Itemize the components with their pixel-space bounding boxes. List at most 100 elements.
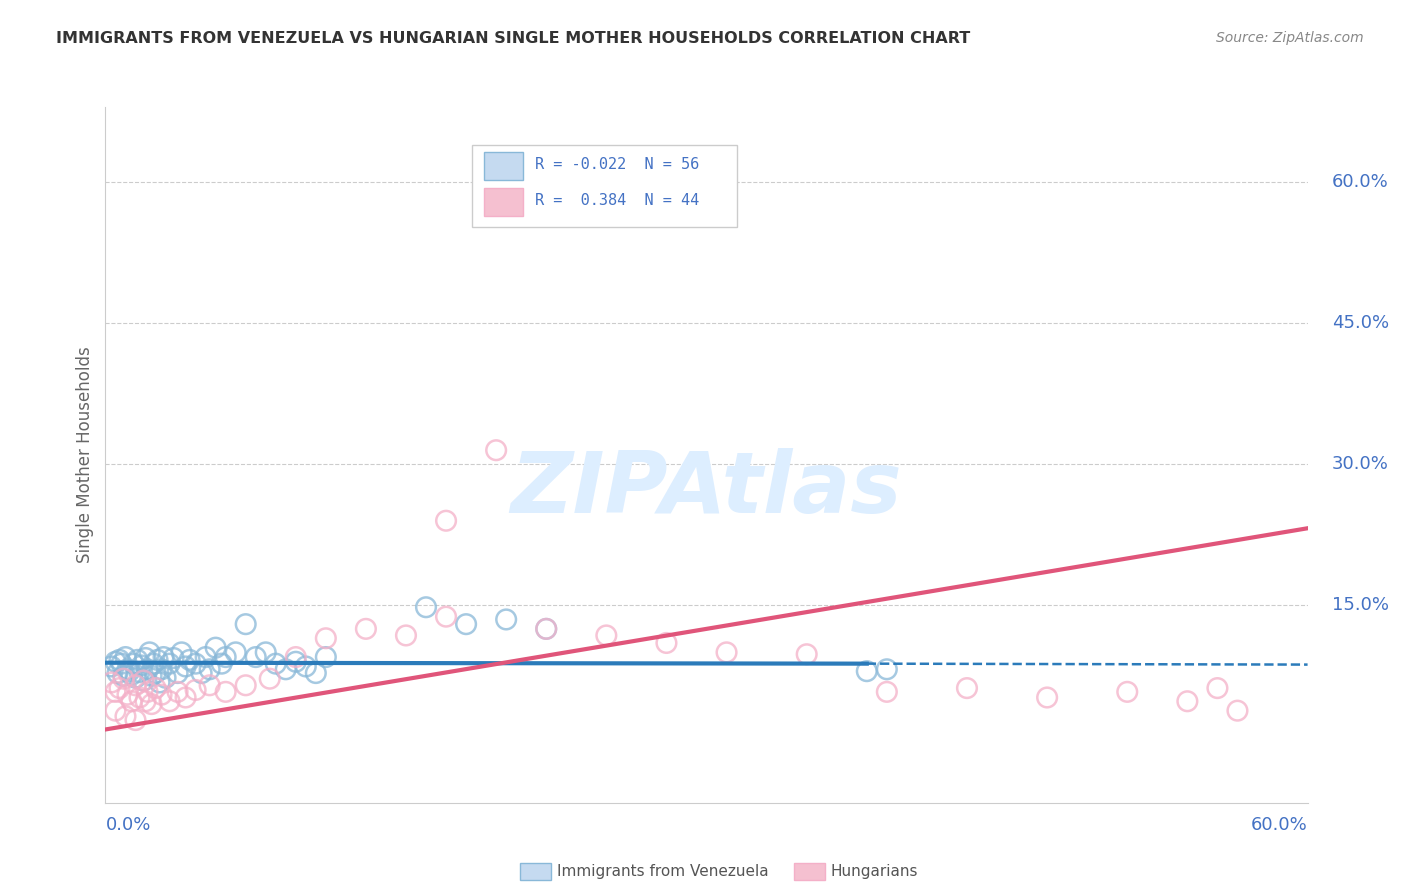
- Point: [145, 666, 167, 681]
- FancyBboxPatch shape: [484, 188, 523, 216]
- Point: [855, 664, 877, 678]
- Point: [485, 443, 508, 458]
- Point: [194, 650, 217, 665]
- Point: [112, 669, 135, 683]
- Point: [225, 645, 247, 659]
- Point: [354, 622, 377, 636]
- Point: [305, 666, 328, 681]
- Point: [159, 657, 181, 671]
- Point: [117, 662, 139, 676]
- Point: [128, 690, 150, 705]
- Text: Source: ZipAtlas.com: Source: ZipAtlas.com: [1216, 31, 1364, 45]
- Point: [211, 657, 233, 671]
- Point: [184, 683, 207, 698]
- Point: [956, 681, 979, 695]
- Point: [214, 650, 236, 665]
- Text: ZIPAtlas: ZIPAtlas: [510, 448, 903, 532]
- Point: [159, 694, 181, 708]
- Point: [117, 688, 139, 702]
- Point: [104, 655, 127, 669]
- Point: [124, 713, 146, 727]
- Point: [135, 651, 157, 665]
- Point: [534, 622, 557, 636]
- Point: [141, 697, 163, 711]
- Y-axis label: Single Mother Households: Single Mother Households: [76, 347, 94, 563]
- Point: [166, 666, 188, 681]
- FancyBboxPatch shape: [484, 153, 523, 180]
- Point: [1226, 704, 1249, 718]
- Point: [259, 672, 281, 686]
- Point: [114, 709, 136, 723]
- Point: [395, 628, 418, 642]
- Point: [146, 653, 169, 667]
- Point: [108, 653, 131, 667]
- Point: [136, 685, 159, 699]
- Point: [110, 657, 132, 671]
- Text: 45.0%: 45.0%: [1331, 314, 1389, 333]
- Point: [132, 673, 155, 688]
- FancyBboxPatch shape: [472, 145, 737, 227]
- Point: [1177, 694, 1199, 708]
- Point: [284, 650, 307, 665]
- Point: [162, 651, 184, 665]
- Point: [107, 666, 129, 681]
- Point: [876, 685, 898, 699]
- Point: [145, 681, 167, 695]
- Point: [198, 662, 221, 676]
- Point: [198, 678, 221, 692]
- Point: [148, 675, 170, 690]
- Text: R =  0.384  N = 44: R = 0.384 N = 44: [534, 194, 699, 209]
- Text: 15.0%: 15.0%: [1331, 597, 1389, 615]
- Point: [152, 650, 174, 665]
- Point: [141, 669, 163, 683]
- Point: [122, 657, 145, 671]
- Point: [114, 650, 136, 665]
- Point: [190, 666, 212, 681]
- Point: [1036, 690, 1059, 705]
- Point: [170, 645, 193, 659]
- Point: [595, 628, 617, 642]
- Point: [1206, 681, 1229, 695]
- Point: [655, 636, 678, 650]
- Point: [204, 640, 226, 655]
- Point: [284, 655, 307, 669]
- Point: [245, 650, 267, 665]
- Point: [127, 653, 149, 667]
- Point: [118, 664, 141, 678]
- Point: [136, 662, 159, 676]
- Point: [128, 665, 150, 679]
- Text: Immigrants from Venezuela: Immigrants from Venezuela: [557, 864, 769, 879]
- Point: [495, 612, 517, 626]
- Point: [179, 653, 201, 667]
- Point: [150, 662, 173, 676]
- Point: [796, 647, 818, 661]
- Point: [132, 673, 155, 688]
- Point: [454, 617, 477, 632]
- Point: [124, 671, 146, 685]
- Point: [124, 678, 146, 692]
- Point: [100, 659, 122, 673]
- Point: [214, 685, 236, 699]
- Point: [434, 609, 457, 624]
- Point: [184, 657, 207, 671]
- Point: [415, 600, 437, 615]
- Text: 30.0%: 30.0%: [1331, 455, 1389, 474]
- Point: [1116, 685, 1139, 699]
- Point: [264, 657, 287, 671]
- Text: Hungarians: Hungarians: [831, 864, 918, 879]
- Point: [434, 514, 457, 528]
- Point: [235, 678, 257, 692]
- Point: [108, 681, 131, 695]
- Point: [131, 658, 153, 673]
- Point: [876, 662, 898, 676]
- Text: 0.0%: 0.0%: [105, 816, 150, 834]
- Text: IMMIGRANTS FROM VENEZUELA VS HUNGARIAN SINGLE MOTHER HOUSEHOLDS CORRELATION CHAR: IMMIGRANTS FROM VENEZUELA VS HUNGARIAN S…: [56, 31, 970, 46]
- Point: [534, 622, 557, 636]
- Point: [315, 650, 337, 665]
- Point: [135, 694, 157, 708]
- Text: 60.0%: 60.0%: [1251, 816, 1308, 834]
- Point: [254, 645, 277, 659]
- Point: [174, 659, 197, 673]
- Point: [121, 694, 143, 708]
- Point: [104, 685, 127, 699]
